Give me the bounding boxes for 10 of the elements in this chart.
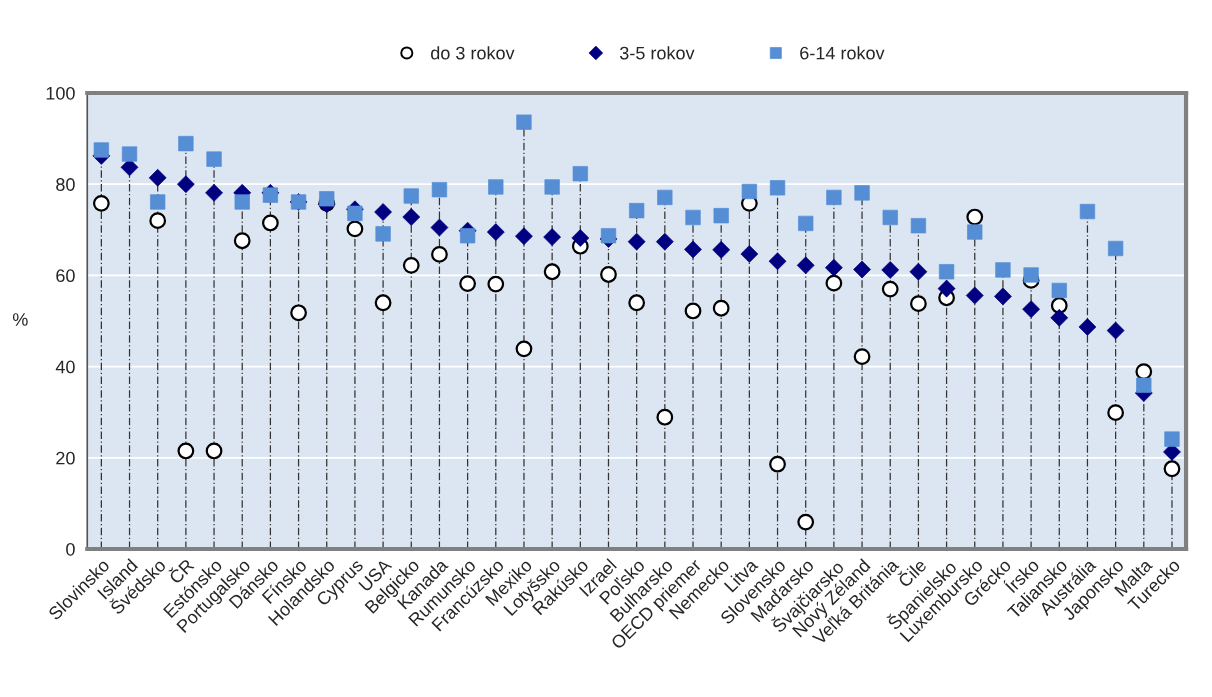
- y-tick-label: 20: [56, 451, 75, 465]
- y-tick-label: 0: [66, 542, 75, 556]
- legend-label: 6-14 rokov: [800, 46, 885, 60]
- y-tick-label: 40: [55, 360, 75, 374]
- y-axis-title: %: [12, 313, 28, 326]
- y-tick-label: 60: [56, 269, 75, 283]
- y-tick-label: 100: [46, 86, 75, 100]
- legend-label: do 3 rokov: [431, 46, 515, 60]
- y-tick-label: 80: [56, 178, 75, 191]
- legend-label: 3-5 rokov: [619, 46, 695, 60]
